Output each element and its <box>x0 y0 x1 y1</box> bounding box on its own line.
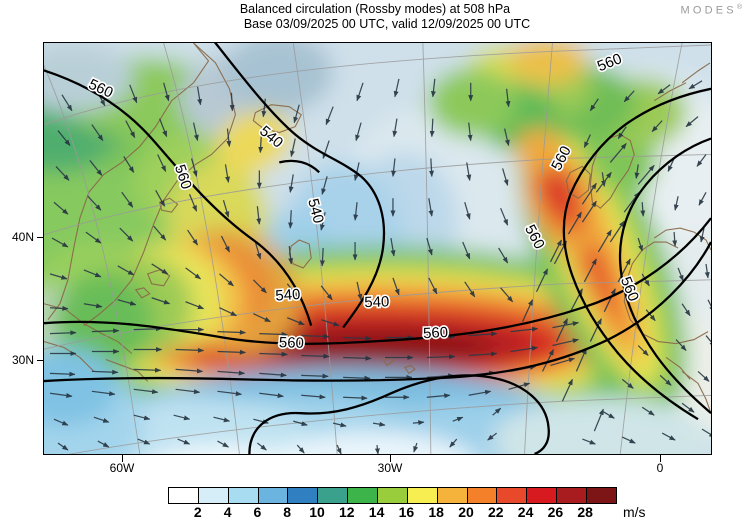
lon-tick-mark-60w <box>122 455 123 462</box>
windspeed-shading <box>44 43 711 454</box>
colorbar-tick-16: 16 <box>398 504 415 520</box>
colorbar-swatch-10 <box>467 488 498 503</box>
colorbar-swatch-12 <box>527 488 558 503</box>
svg-text:540: 540 <box>275 286 301 305</box>
map-field-svg: 560 560 540 540 540 540 560 560 560 560 … <box>44 43 711 454</box>
colorbar-swatch-3 <box>258 488 289 503</box>
colorbar-tick-22: 22 <box>488 504 504 520</box>
colorbar-tick-8: 8 <box>283 504 292 520</box>
colorbar-tick-14: 14 <box>368 504 385 520</box>
chart-title: Balanced circulation (Rossby modes) at 5… <box>0 2 750 32</box>
wind-vectors <box>49 78 711 454</box>
colorbar-swatch-8 <box>407 488 438 503</box>
lon-tick-label-0: 0 <box>656 461 664 475</box>
lon-tick-mark-30w <box>390 455 391 462</box>
colorbar-units-label: m/s <box>623 504 646 520</box>
lat-tick-mark-40n <box>37 237 44 238</box>
svg-text:560: 560 <box>423 324 449 342</box>
lon-tick-label-30w: 30W <box>377 461 403 475</box>
colorbar-swatches <box>168 487 617 504</box>
colorbar-swatch-2 <box>228 488 259 503</box>
colorbar-swatch-14 <box>587 488 616 503</box>
lon-tick-label-60w: 60W <box>109 461 135 475</box>
colorbar-swatch-6 <box>348 488 379 503</box>
svg-text:560: 560 <box>279 334 305 352</box>
colorbar-tick-24: 24 <box>517 504 534 520</box>
modes-logo: MODES® <box>680 4 742 17</box>
colorbar: 2 4 6 8 10 12 14 16 18 20 22 24 26 28 m/s <box>168 487 646 520</box>
colorbar-swatch-9 <box>437 488 468 503</box>
title-line-2: Base 03/09/2025 00 UTC, valid 12/09/2025… <box>243 17 531 31</box>
colorbar-tick-28: 28 <box>577 504 593 520</box>
graticule <box>44 43 711 454</box>
brand-mark: ® <box>736 4 742 11</box>
colorbar-swatch-13 <box>557 488 588 503</box>
colorbar-tick-10: 10 <box>309 504 325 520</box>
lat-tick-label-40n: 40N <box>11 230 34 244</box>
map-plot-area: 560 560 540 540 540 540 560 560 560 560 … <box>43 42 712 455</box>
svg-text:540: 540 <box>364 293 390 311</box>
colorbar-swatch-7 <box>378 488 408 503</box>
colorbar-swatch-11 <box>497 488 528 503</box>
colorbar-tick-2: 2 <box>193 504 202 520</box>
colorbar-tick-12: 12 <box>339 504 355 520</box>
lon-tick-mark-0 <box>660 455 661 462</box>
colorbar-swatch-1 <box>198 488 229 503</box>
lat-tick-mark-30n <box>37 360 44 361</box>
colorbar-tick-20: 20 <box>458 504 474 520</box>
colorbar-swatch-4 <box>288 488 319 503</box>
lat-tick-label-30n: 30N <box>11 353 34 367</box>
title-line-1: Balanced circulation (Rossby modes) at 5… <box>239 2 511 16</box>
colorbar-tick-6: 6 <box>253 504 262 520</box>
brand-text: MODES <box>680 4 737 17</box>
colorbar-tick-26: 26 <box>547 504 564 520</box>
colorbar-swatch-0 <box>169 488 199 503</box>
colorbar-tick-18: 18 <box>428 504 444 520</box>
colorbar-swatch-5 <box>318 488 349 503</box>
colorbar-tick-4: 4 <box>223 504 232 520</box>
height-contours <box>44 43 711 454</box>
